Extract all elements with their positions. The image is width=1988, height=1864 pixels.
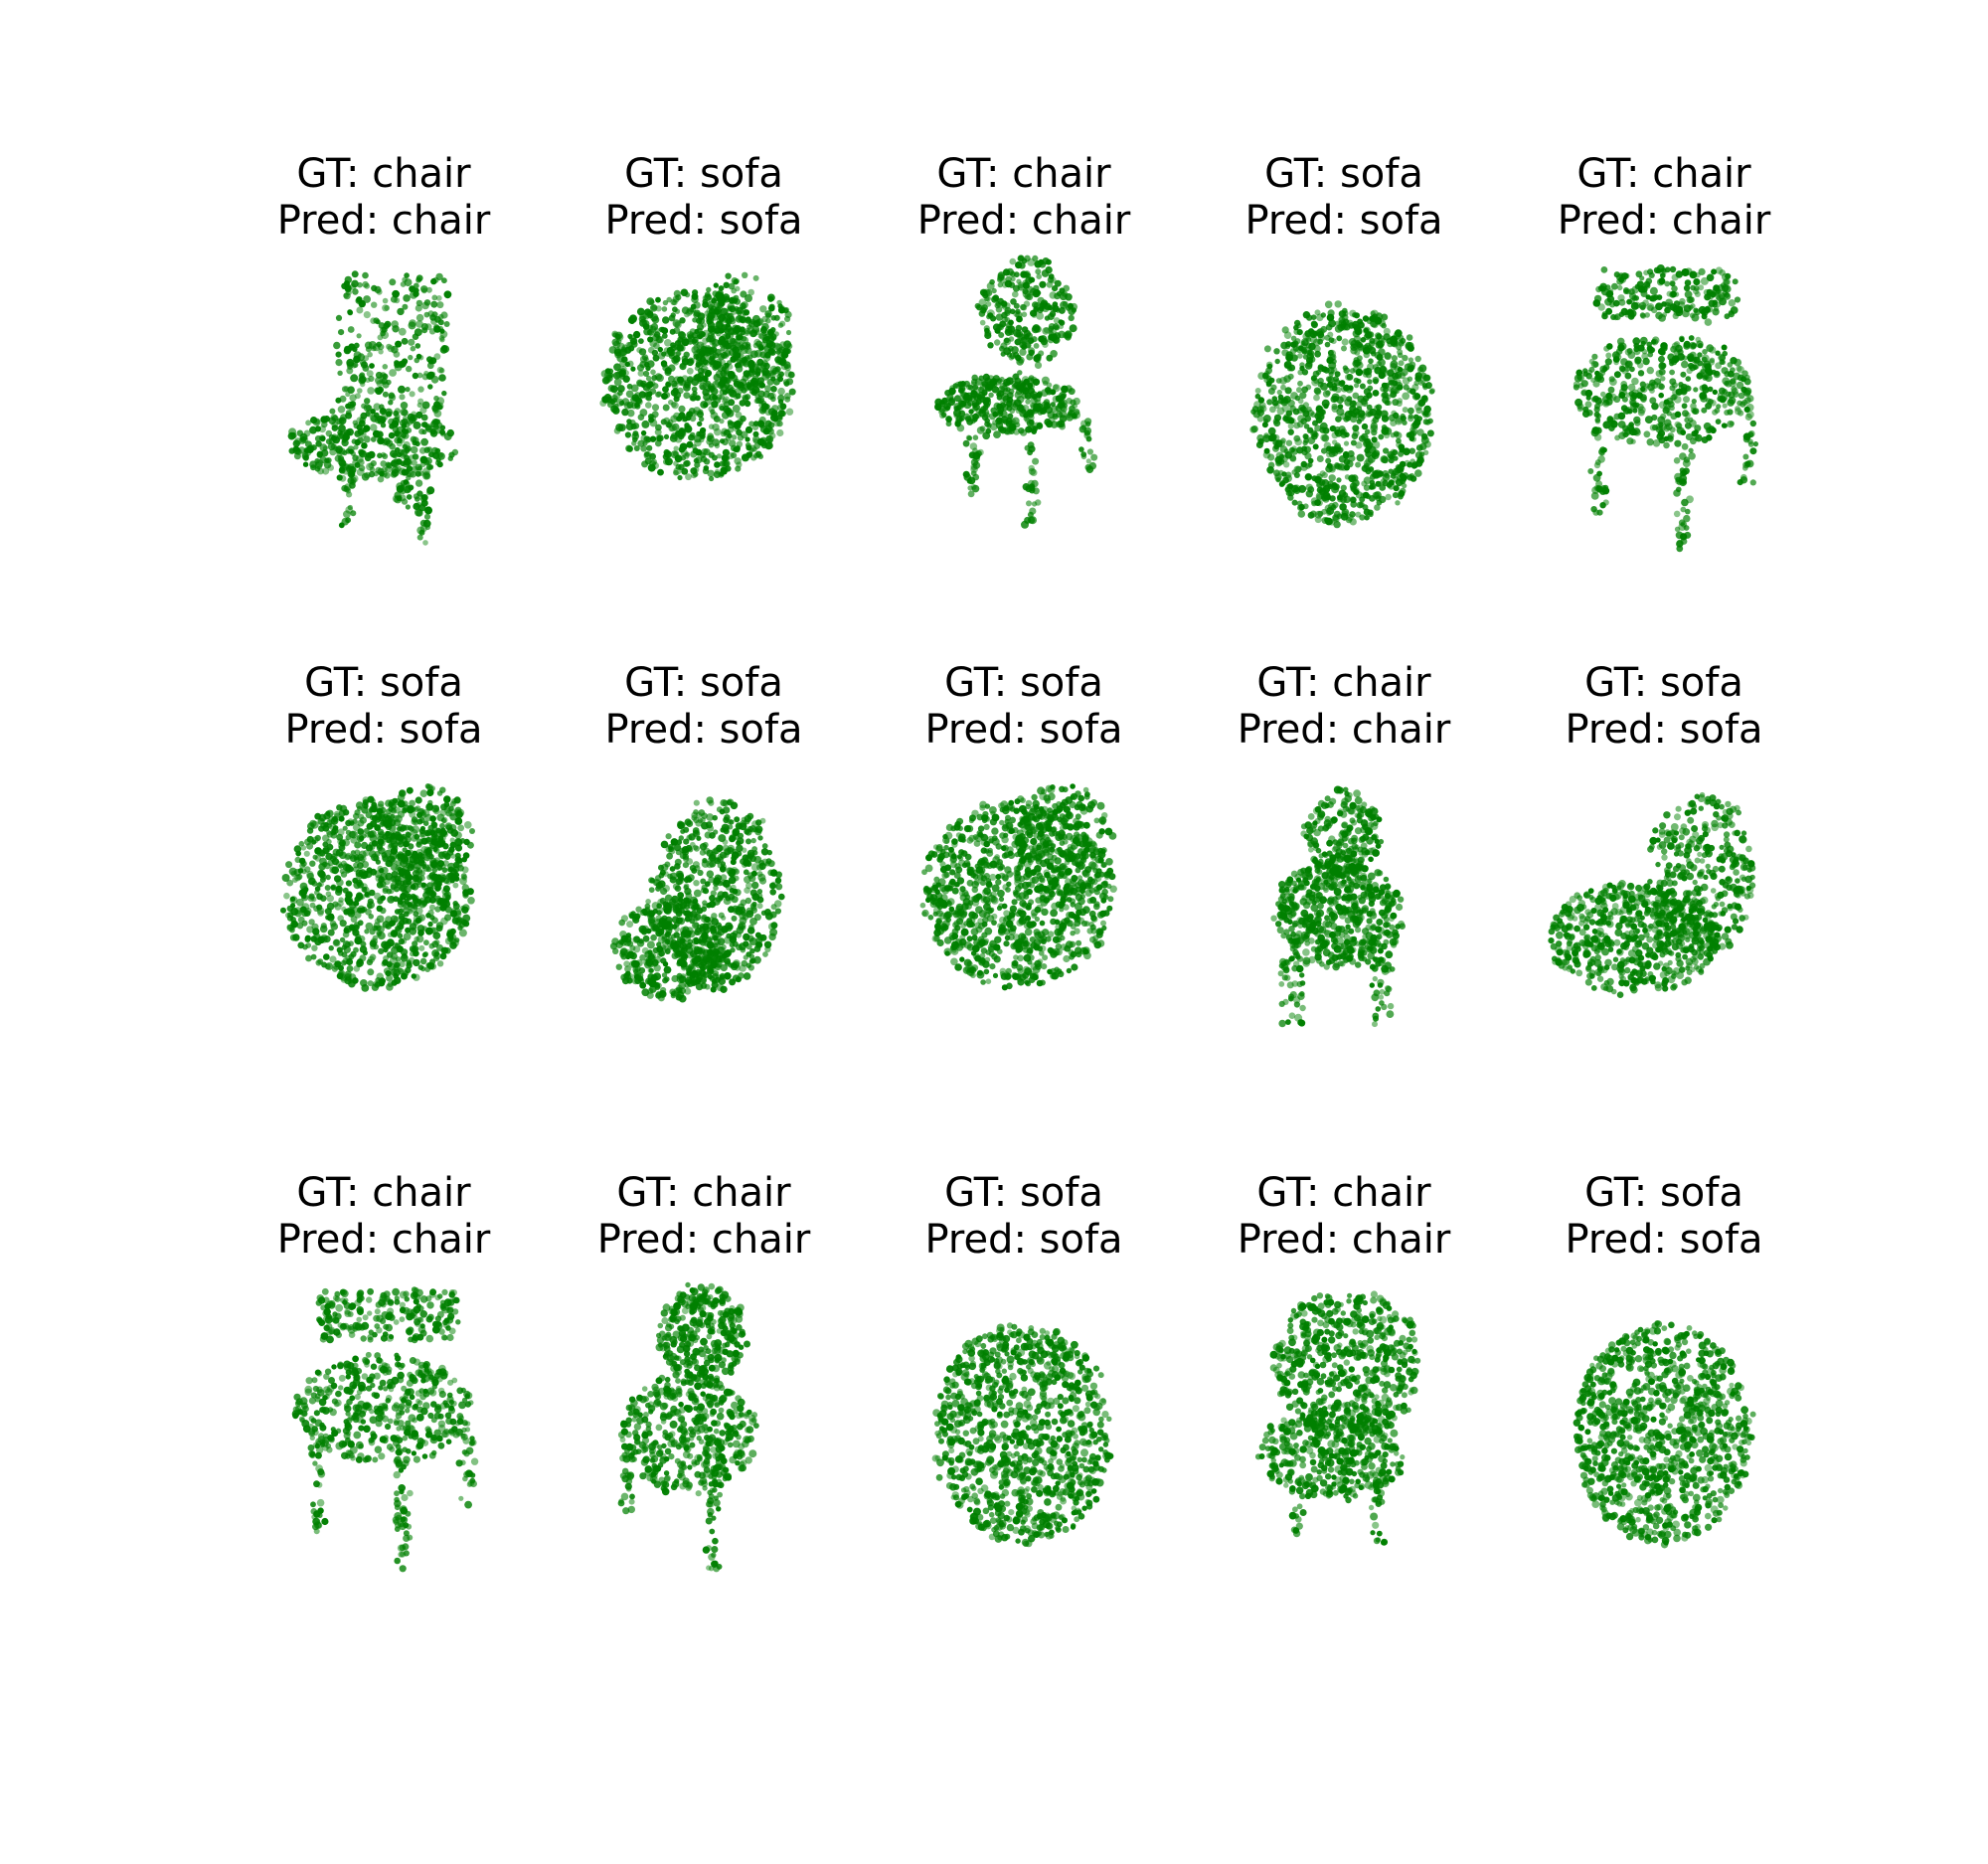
panel-r2-c4: GT: chair Pred: chair: [1184, 660, 1504, 1157]
panel-title: GT: sofa Pred: sofa: [1504, 1170, 1824, 1264]
panel-title: GT: sofa Pred: sofa: [544, 151, 864, 245]
gt-label: GT: sofa: [304, 660, 463, 706]
point-cloud: [1270, 785, 1406, 1028]
point-cloud: [1573, 264, 1758, 553]
gt-label: GT: sofa: [944, 660, 1103, 706]
gt-label: GT: chair: [1256, 660, 1431, 706]
gt-label: GT: sofa: [624, 660, 783, 706]
point-markers: [609, 796, 785, 1003]
point-cloud: [931, 1322, 1114, 1548]
pred-label: Pred: sofa: [284, 707, 483, 753]
gt-label: GT: sofa: [944, 1170, 1103, 1216]
panel-r1-c1: GT: chair Pred: chair: [224, 151, 544, 648]
pred-label: Pred: chair: [276, 1217, 491, 1263]
point-markers: [1548, 791, 1756, 998]
panel-r1-c5: GT: chair Pred: chair: [1504, 151, 1824, 648]
point-cloud: [291, 1286, 479, 1573]
point-markers: [931, 1322, 1114, 1548]
point-markers: [1254, 1290, 1421, 1546]
panel-title: GT: sofa Pred: sofa: [1184, 151, 1504, 245]
point-markers: [919, 783, 1117, 991]
panel-r3-c4: GT: chair Pred: chair: [1184, 1170, 1504, 1667]
gt-label: GT: chair: [616, 1170, 791, 1216]
panel-title: GT: chair Pred: chair: [864, 151, 1184, 245]
gt-label: GT: chair: [1576, 151, 1751, 197]
pred-label: Pred: sofa: [1244, 198, 1443, 244]
point-cloud: [934, 254, 1098, 529]
point-markers: [1249, 300, 1435, 529]
point-markers: [280, 783, 475, 992]
pred-label: Pred: sofa: [1565, 707, 1763, 753]
panel-title: GT: chair Pred: chair: [1184, 1170, 1504, 1264]
point-cloud: [1573, 1320, 1756, 1549]
panel-r3-c3: GT: sofa Pred: sofa: [864, 1170, 1184, 1667]
point-cloud: [1548, 791, 1756, 998]
panel-title: GT: chair Pred: chair: [224, 151, 544, 245]
gt-label: GT: chair: [936, 151, 1111, 197]
gt-label: GT: chair: [296, 1170, 471, 1216]
panel-title: GT: chair Pred: chair: [544, 1170, 864, 1264]
panel-title: GT: sofa Pred: sofa: [224, 660, 544, 754]
panel-title: GT: sofa Pred: sofa: [864, 660, 1184, 754]
pred-label: Pred: sofa: [604, 707, 803, 753]
pred-label: Pred: sofa: [604, 198, 803, 244]
point-markers: [1573, 264, 1758, 553]
gt-label: GT: chair: [296, 151, 471, 197]
point-cloud: [287, 270, 459, 546]
point-cloud: [919, 783, 1117, 991]
point-cloud: [609, 796, 785, 1003]
panel-r2-c5: GT: sofa Pred: sofa: [1504, 660, 1824, 1157]
panel-r2-c1: GT: sofa Pred: sofa: [224, 660, 544, 1157]
panel-title: GT: chair Pred: chair: [1504, 151, 1824, 245]
panel-r2-c2: GT: sofa Pred: sofa: [544, 660, 864, 1157]
gt-label: GT: sofa: [1264, 151, 1423, 197]
point-cloud: [599, 271, 796, 482]
panel-title: GT: sofa Pred: sofa: [1504, 660, 1824, 754]
panel-r1-c3: GT: chair Pred: chair: [864, 151, 1184, 648]
gt-label: GT: sofa: [1584, 660, 1743, 706]
point-markers: [617, 1281, 759, 1573]
pred-label: Pred: chair: [276, 198, 491, 244]
point-markers: [287, 270, 459, 546]
point-markers: [599, 271, 796, 482]
panel-title: GT: chair Pred: chair: [224, 1170, 544, 1264]
point-cloud: [1254, 1290, 1421, 1546]
point-cloud: [1249, 300, 1435, 529]
pred-label: Pred: chair: [1557, 198, 1771, 244]
panel-title: GT: chair Pred: chair: [1184, 660, 1504, 754]
pred-label: Pred: sofa: [1565, 1217, 1763, 1263]
panel-r3-c5: GT: sofa Pred: sofa: [1504, 1170, 1824, 1667]
point-markers: [1270, 785, 1406, 1028]
gt-label: GT: sofa: [1584, 1170, 1743, 1216]
panel-r1-c4: GT: sofa Pred: sofa: [1184, 151, 1504, 648]
panel-title: GT: sofa Pred: sofa: [544, 660, 864, 754]
point-markers: [934, 254, 1098, 529]
panel-r3-c2: GT: chair Pred: chair: [544, 1170, 864, 1667]
gt-label: GT: chair: [1256, 1170, 1431, 1216]
panel-r2-c3: GT: sofa Pred: sofa: [864, 660, 1184, 1157]
point-markers: [291, 1286, 479, 1573]
point-markers: [1573, 1320, 1756, 1549]
point-cloud: [280, 783, 475, 992]
gt-label: GT: sofa: [624, 151, 783, 197]
pred-label: Pred: chair: [916, 198, 1131, 244]
pred-label: Pred: sofa: [924, 707, 1123, 753]
pred-label: Pred: chair: [1237, 707, 1451, 753]
panel-r1-c2: GT: sofa Pred: sofa: [544, 151, 864, 648]
point-cloud: [617, 1281, 759, 1573]
pred-label: Pred: sofa: [924, 1217, 1123, 1263]
panel-r3-c1: GT: chair Pred: chair: [224, 1170, 544, 1667]
panel-title: GT: sofa Pred: sofa: [864, 1170, 1184, 1264]
pred-label: Pred: chair: [596, 1217, 811, 1263]
pred-label: Pred: chair: [1237, 1217, 1451, 1263]
